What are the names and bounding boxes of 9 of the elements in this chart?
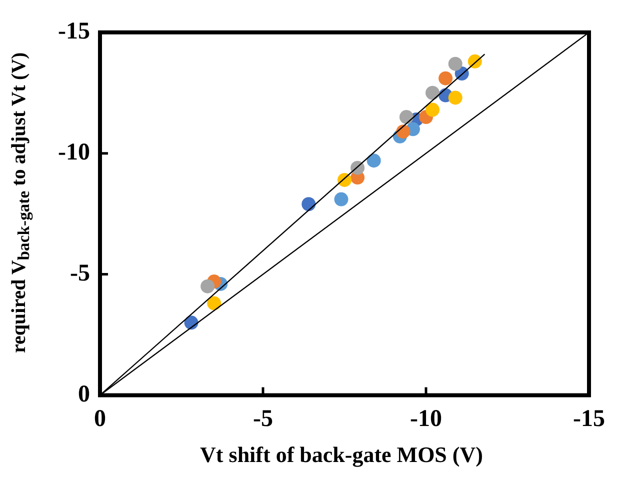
y-tick-label: -5 [70, 260, 90, 286]
x-axis-title: Vt shift of back-gate MOS (V) [199, 442, 484, 468]
x-tick-label: -10 [410, 406, 442, 432]
y-tick-label: -10 [58, 140, 90, 166]
x-tick-label: -15 [573, 406, 606, 432]
y-tick-label: -15 [58, 18, 90, 45]
x-tick-label: 0 [94, 406, 106, 432]
y-tick-label: 0 [78, 381, 90, 408]
x-tick-label: -5 [252, 406, 273, 432]
